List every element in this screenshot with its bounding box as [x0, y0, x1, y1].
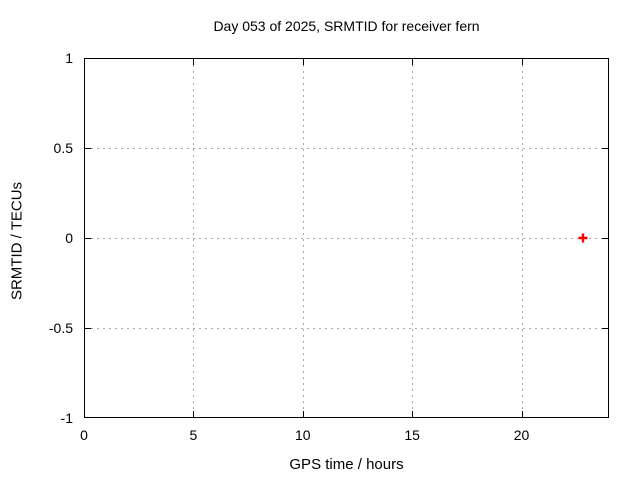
x-tick-label: 20	[513, 427, 530, 443]
x-tick-bottom	[302, 411, 304, 417]
x-axis-label: GPS time / hours	[289, 456, 404, 473]
y-tick-label: 1	[65, 50, 73, 66]
x-tick-bottom	[521, 411, 523, 417]
x-tick-label: 10	[294, 427, 311, 443]
x-tick-bottom	[193, 411, 195, 417]
x-tick-top	[193, 59, 195, 65]
x-tick-top	[521, 59, 523, 65]
gridline-horizontal	[85, 238, 608, 239]
x-tick-top	[412, 59, 414, 65]
x-tick-label: 5	[189, 427, 198, 443]
x-tick-top	[302, 59, 304, 65]
plus-marker-glyph	[578, 233, 588, 243]
y-tick-right	[602, 238, 608, 239]
y-tick-right	[602, 328, 608, 329]
plot-area	[84, 58, 609, 418]
y-tick-label: -0.5	[48, 320, 73, 336]
x-tick-label: 15	[404, 427, 420, 443]
y-tick-label: 0.5	[53, 140, 73, 156]
data-point-marker	[578, 233, 588, 243]
gridline-horizontal	[85, 328, 608, 329]
gridline-horizontal	[85, 148, 608, 149]
y-tick-left	[85, 238, 91, 239]
x-tick-label: 0	[80, 427, 88, 443]
chart-title: Day 053 of 2025, SRMTID for receiver fer…	[213, 18, 480, 34]
y-tick-label: 0	[65, 230, 73, 246]
y-tick-right	[602, 148, 608, 149]
y-tick-left	[85, 328, 91, 329]
y-tick-label: -1	[60, 410, 73, 426]
y-tick-left	[85, 148, 91, 149]
x-tick-bottom	[412, 411, 414, 417]
